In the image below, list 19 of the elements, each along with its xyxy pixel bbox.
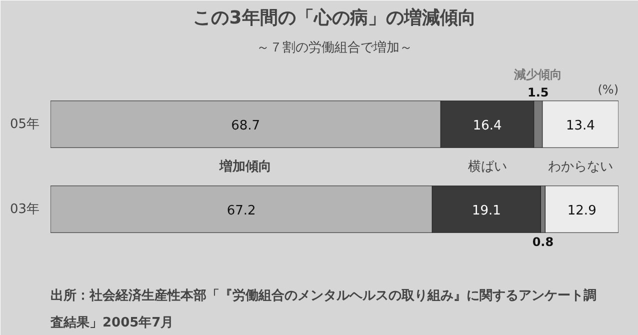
series-label: 横ばい <box>468 159 507 174</box>
chart-title: この3年間の「心の病」の増減傾向 <box>193 6 476 28</box>
data-label: 16.4 <box>472 118 502 134</box>
bar <box>544 186 618 233</box>
y-tick-label: 03年 <box>10 202 40 217</box>
series-label: わからない <box>548 159 613 174</box>
data-label: 12.9 <box>567 203 596 218</box>
chart-subtitle: ～７割の労働組合で増加～ <box>256 40 412 56</box>
y-tick-label: 05年 <box>10 116 40 132</box>
data-label: 13.4 <box>566 118 595 134</box>
data-label: 67.2 <box>226 203 256 218</box>
data-label: 19.1 <box>472 203 501 218</box>
series-label: 増加傾向 <box>218 158 272 174</box>
data-label: 68.7 <box>231 118 260 134</box>
annotation: (%) <box>598 82 618 97</box>
text: 出所：社会経済生産性本部「『労働組合のメンタルヘルスの取り組み』に関するアンケート調査結果」2005年7月 <box>50 288 596 330</box>
data-label: 1.5 <box>528 86 549 100</box>
data-label: 0.8 <box>532 234 554 249</box>
text: 減少傾向 <box>513 68 562 82</box>
